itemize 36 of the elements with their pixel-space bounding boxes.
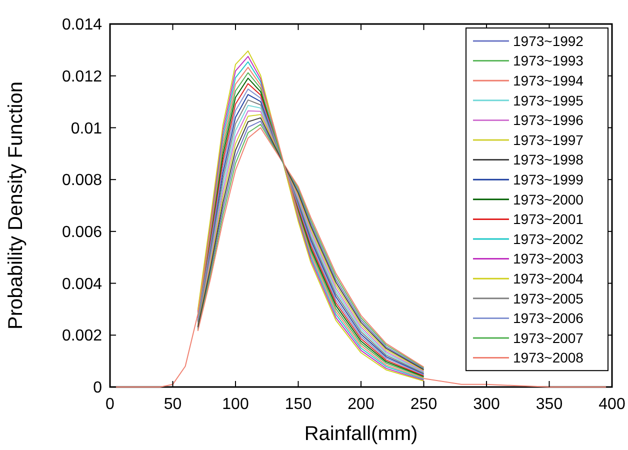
legend-label: 1973~1996: [513, 112, 584, 128]
x-tick-label: 400: [598, 396, 626, 413]
legend-label: 1973~1995: [513, 92, 584, 108]
y-tick-label: 0.006: [62, 224, 102, 242]
y-tick-label: 0: [93, 380, 102, 397]
legend-label: 1973~2006: [513, 310, 584, 326]
y-tick-label: 0.002: [62, 328, 102, 345]
legend-label: 1973~1998: [513, 152, 584, 168]
x-tick-label: 250: [410, 396, 438, 413]
legend-label: 1973~2000: [513, 191, 584, 208]
legend-label: 1973~2008: [513, 350, 584, 366]
x-tick-label: 350: [536, 396, 563, 413]
legend-label: 1973~2001: [513, 211, 584, 228]
x-tick-label: 150: [284, 396, 312, 413]
y-tick-label: 0.004: [62, 276, 102, 293]
legend-label: 1973~2004: [513, 270, 584, 286]
y-tick-label: 0.01: [70, 120, 102, 138]
legend-label: 1973~2002: [513, 230, 584, 247]
legend-label: 1973~2007: [513, 330, 584, 346]
legend-label: 1973~1994: [513, 72, 584, 88]
x-tick-label: 300: [473, 396, 500, 413]
y-tick-label: 0.014: [62, 16, 102, 34]
y-tick-label: 0.012: [62, 68, 102, 86]
legend-label: 1973~2005: [513, 290, 584, 306]
x-tick-label: 200: [348, 396, 374, 413]
x-axis-title: Rainfall(mm): [304, 423, 418, 445]
x-tick-label: 50: [164, 396, 182, 413]
legend-label: 1973~1997: [513, 132, 584, 148]
legend-label: 1973~1999: [513, 172, 584, 188]
legend-label: 1973~1992: [513, 32, 584, 49]
legend-label: 1973~1993: [513, 52, 584, 69]
y-tick-label: 0.008: [62, 172, 102, 190]
y-axis-title: Probability Density Function: [5, 82, 27, 330]
legend-label: 1973~2003: [513, 250, 584, 267]
x-tick-label: 0: [106, 396, 115, 413]
x-tick-label: 100: [222, 396, 249, 413]
